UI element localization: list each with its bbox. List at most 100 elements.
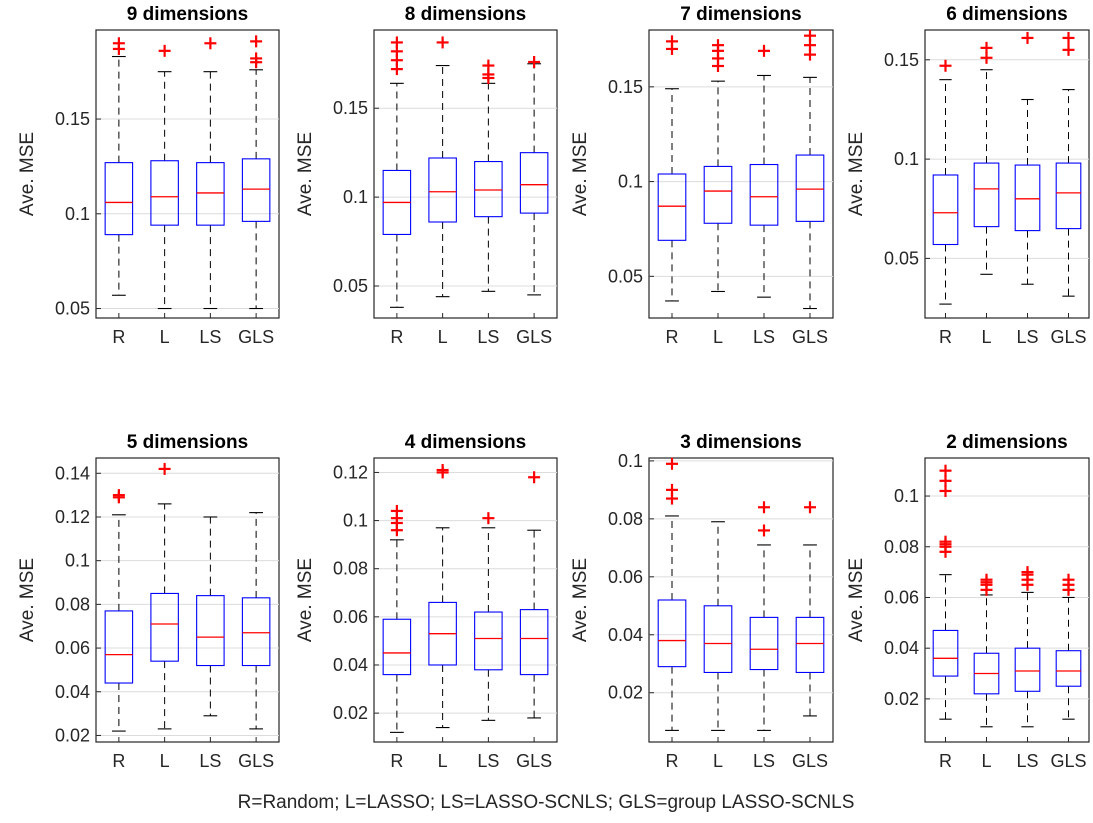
y-axis-label: Ave. MSE xyxy=(17,558,38,642)
y-tick-label: 0.1 xyxy=(618,172,643,192)
box-gls xyxy=(795,501,825,717)
y-tick-label: 0.12 xyxy=(333,462,368,482)
box-ls xyxy=(1014,31,1041,285)
outlier-marker xyxy=(436,36,449,49)
outlier-marker xyxy=(758,524,770,537)
y-axis-label: Ave. MSE xyxy=(295,132,316,216)
iqr-box xyxy=(150,592,179,662)
x-tick-label: R xyxy=(939,327,952,347)
x-tick-label: L xyxy=(438,751,448,771)
chart-title: 8 dimensions xyxy=(405,4,526,25)
box-r xyxy=(382,36,412,308)
x-tick-label: R xyxy=(112,751,125,771)
box-ls xyxy=(474,59,503,292)
iqr-box xyxy=(519,152,549,214)
y-tick-label: 0.08 xyxy=(55,594,90,614)
chart-panel: 0.05 0.1 0.15 R L LS GLS 7 dimensions Ave. MSE xyxy=(570,4,834,347)
chart-panel: 0.05 0.1 0.15 R L LS GLS 6 dimensions Ave. MSE xyxy=(846,4,1090,347)
iqr-box xyxy=(932,174,959,246)
x-tick-label: L xyxy=(981,327,991,347)
outlier-marker xyxy=(204,37,217,50)
y-axis-label: Ave. MSE xyxy=(570,132,591,216)
y-tick-label: 0.1 xyxy=(65,551,90,571)
x-tick-label: R xyxy=(390,751,403,771)
iqr-box xyxy=(382,618,412,676)
box-ls xyxy=(474,512,503,721)
iqr-box xyxy=(749,616,779,671)
box-gls xyxy=(1055,31,1082,297)
outlier-marker xyxy=(112,489,125,502)
box-gls xyxy=(241,512,271,730)
x-tick-label: LS xyxy=(1016,327,1038,347)
x-tick-label: LS xyxy=(199,327,221,347)
x-tick-label: R xyxy=(390,327,403,347)
outlier-marker xyxy=(528,471,541,484)
iqr-box xyxy=(1014,647,1041,692)
chart-title: 5 dimensions xyxy=(127,432,248,453)
box-l xyxy=(973,573,1000,728)
y-tick-label: 0.15 xyxy=(884,50,919,70)
y-axis-label: Ave. MSE xyxy=(295,558,316,642)
y-tick-label: 0.02 xyxy=(333,703,368,723)
x-tick-label: R xyxy=(666,327,679,347)
y-tick-label: 0.04 xyxy=(608,625,643,645)
outlier-marker xyxy=(1062,43,1075,56)
y-tick-label: 0.05 xyxy=(608,266,643,286)
box-ls xyxy=(749,44,779,298)
iqr-box xyxy=(519,609,549,676)
outlier-marker xyxy=(1021,566,1034,579)
iqr-box xyxy=(657,599,687,668)
outlier-marker xyxy=(1062,573,1075,586)
outlier-marker xyxy=(1062,31,1075,44)
plot-area xyxy=(95,457,280,743)
outlier-marker xyxy=(250,35,263,48)
x-tick-label: L xyxy=(160,751,170,771)
box-l xyxy=(150,462,179,730)
y-tick-label: 0.1 xyxy=(894,149,919,169)
box-l xyxy=(428,464,457,729)
box-gls xyxy=(519,56,549,296)
box-gls xyxy=(1055,573,1082,720)
iqr-box xyxy=(1014,164,1041,232)
box-ls xyxy=(196,37,225,310)
y-axis-label: Ave. MSE xyxy=(846,132,867,216)
plot-area xyxy=(924,457,1090,743)
x-tick-label: LS xyxy=(1016,751,1038,771)
y-tick-label: 0.04 xyxy=(333,655,368,675)
chart-title: 6 dimensions xyxy=(946,4,1067,25)
iqr-box xyxy=(932,629,959,677)
x-tick-label: L xyxy=(160,327,170,347)
x-tick-label: L xyxy=(713,751,723,771)
iqr-box xyxy=(428,157,457,223)
iqr-box xyxy=(795,616,825,673)
x-tick-label: GLS xyxy=(516,327,552,347)
y-tick-label: 0.04 xyxy=(55,682,90,702)
outlier-marker xyxy=(758,44,770,57)
iqr-box xyxy=(196,162,225,226)
x-tick-label: GLS xyxy=(1050,751,1086,771)
y-tick-label: 0.05 xyxy=(333,276,368,296)
x-tick-label: LS xyxy=(477,751,499,771)
box-gls xyxy=(519,471,549,719)
x-tick-label: GLS xyxy=(792,751,828,771)
iqr-box xyxy=(241,597,271,667)
y-axis-label: Ave. MSE xyxy=(17,132,38,216)
y-tick-label: 0.05 xyxy=(55,299,90,319)
box-r xyxy=(932,464,959,720)
outlier-marker xyxy=(939,59,952,72)
outlier-marker xyxy=(939,535,952,548)
iqr-box xyxy=(474,611,503,671)
box-l xyxy=(703,39,733,293)
iqr-box xyxy=(703,165,733,224)
iqr-box xyxy=(973,162,1000,228)
iqr-box xyxy=(150,160,179,226)
plot-area xyxy=(373,29,558,319)
outlier-marker xyxy=(158,44,171,57)
x-tick-label: R xyxy=(666,751,679,771)
outlier-marker xyxy=(939,464,952,477)
plot-area xyxy=(95,29,280,319)
x-tick-label: R xyxy=(939,751,952,771)
chart-panel: 0.02 0.04 0.06 0.08 0.1 R L LS GLS 2 dimensions Av… xyxy=(846,432,1090,771)
outlier-marker xyxy=(1021,31,1034,44)
